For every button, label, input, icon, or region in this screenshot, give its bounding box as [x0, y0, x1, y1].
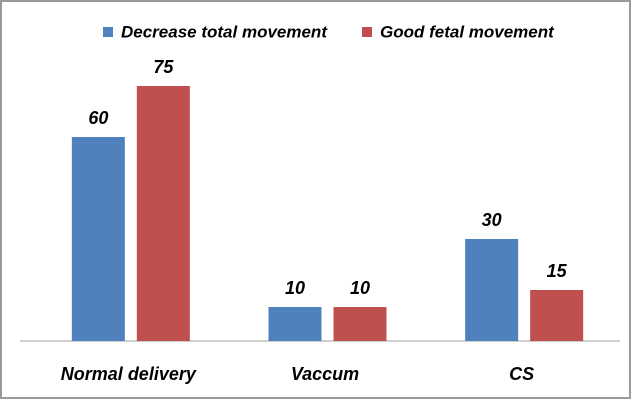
bar — [136, 86, 190, 341]
data-label: 60 — [88, 108, 108, 128]
bar — [71, 137, 125, 341]
x-tick-label: Vaccum — [291, 364, 359, 384]
data-label: 10 — [285, 278, 305, 298]
legend-label: Good fetal movement — [380, 22, 555, 41]
legend-swatch — [362, 27, 372, 37]
x-tick-label: Normal delivery — [61, 364, 197, 384]
data-label: 75 — [153, 57, 174, 77]
legend-swatch — [103, 27, 113, 37]
x-tick-label: CS — [509, 364, 534, 384]
data-label: 15 — [547, 261, 568, 281]
bar — [333, 307, 387, 341]
data-label: 10 — [350, 278, 370, 298]
bar — [268, 307, 322, 341]
bar — [465, 239, 519, 341]
legend-label: Decrease total movement — [121, 22, 328, 41]
bar — [530, 290, 584, 341]
data-label: 30 — [482, 210, 502, 230]
